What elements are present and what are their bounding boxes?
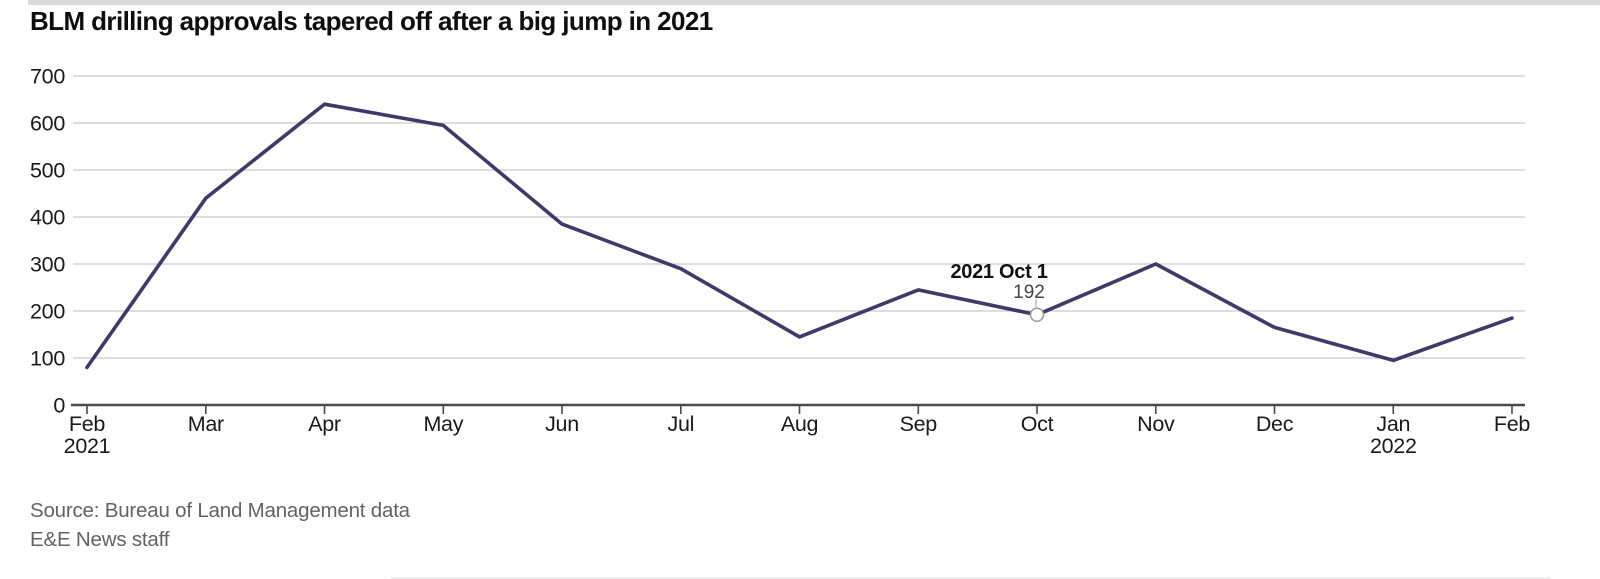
x-tick-sublabel: 2022 xyxy=(1370,434,1417,458)
x-tick-label: Aug xyxy=(781,412,818,436)
x-tick-label: Feb xyxy=(1494,412,1530,436)
x-tick-label: Sep xyxy=(900,412,938,436)
bottom-edge xyxy=(390,577,1550,579)
source-note: Source: Bureau of Land Management data xyxy=(30,499,410,522)
x-tick-label: May xyxy=(423,412,463,436)
y-tick-label: 700 xyxy=(30,65,65,89)
window-top-edge xyxy=(28,0,1600,5)
data-series-line xyxy=(85,102,1514,370)
x-tick-label: Jul xyxy=(668,412,695,436)
y-tick-label: 200 xyxy=(30,300,65,324)
y-tick-label: 500 xyxy=(30,159,65,183)
y-tick-label: 400 xyxy=(30,206,65,230)
x-tick-label: Nov xyxy=(1137,412,1175,436)
x-tick-label: Feb xyxy=(69,412,105,436)
annotation-value: 192 xyxy=(1013,282,1045,303)
x-tick-label: Jan xyxy=(1376,412,1410,436)
y-tick-label: 300 xyxy=(30,253,65,277)
hovered-point-marker[interactable] xyxy=(1029,307,1045,323)
y-tick-label: 100 xyxy=(30,347,65,371)
x-tick-label: Apr xyxy=(308,412,341,436)
x-tick-label: Jun xyxy=(545,412,579,436)
y-tick-label: 0 xyxy=(53,394,65,418)
chart-footer: Source: Bureau of Land Management data E… xyxy=(30,496,410,554)
x-tick-sublabel: 2021 xyxy=(64,434,111,458)
x-tick-label: Mar xyxy=(188,412,224,436)
x-tick-label: Dec xyxy=(1256,412,1294,436)
chart-title: BLM drilling approvals tapered off after… xyxy=(30,6,713,36)
y-tick-label: 600 xyxy=(30,112,65,136)
credit-note: E&E News staff xyxy=(30,528,170,551)
annotation-date: 2021 Oct 1 xyxy=(950,261,1047,283)
x-tick-label: Oct xyxy=(1021,412,1054,436)
